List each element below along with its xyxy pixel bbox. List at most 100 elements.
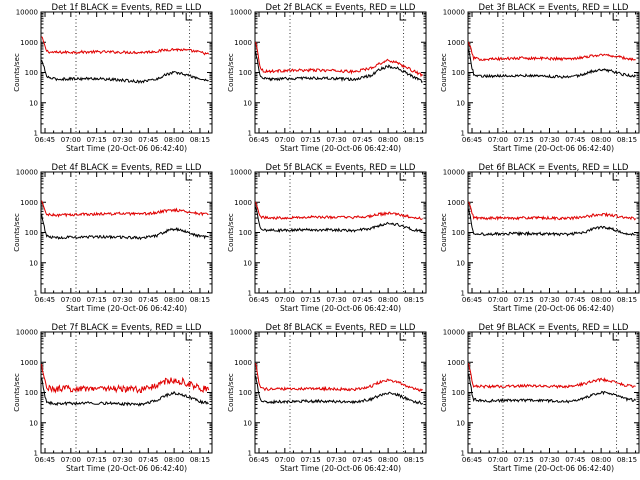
series-line-events xyxy=(468,208,636,237)
interval-marker xyxy=(399,333,407,341)
series-line-lld xyxy=(255,41,423,78)
chart-title: Det 6f BLACK = Events, RED = LLD xyxy=(479,163,629,173)
y-tick-label: 1000 xyxy=(234,39,252,47)
x-tick-label: 07:00 xyxy=(275,136,295,144)
x-tick-label: 08:00 xyxy=(378,136,398,144)
chart-title: Det 5f BLACK = Events, RED = LLD xyxy=(266,163,416,173)
x-tick-label: 08:00 xyxy=(591,136,611,144)
x-tick-label: 08:00 xyxy=(378,456,398,464)
x-tick-label: 07:45 xyxy=(138,136,158,144)
x-tick-label: 07:30 xyxy=(539,296,559,304)
y-tick-label: 1 xyxy=(248,290,252,298)
chart-panel: Det 4f BLACK = Events, RED = LLD 1 10 100 10… xyxy=(13,163,213,313)
y-tick-label: 10000 xyxy=(443,9,465,17)
y-tick-label: 10000 xyxy=(230,9,252,17)
y-tick-label: 1 xyxy=(34,450,38,458)
y-tick-label: 1 xyxy=(461,130,465,138)
y-tick-label: 10000 xyxy=(16,329,38,337)
y-tick-label: 100 xyxy=(452,69,465,77)
y-tick-label: 10 xyxy=(243,259,252,267)
y-tick-label: 10 xyxy=(29,419,38,427)
series-line-events xyxy=(255,375,424,405)
x-tick-label: 07:15 xyxy=(87,456,107,464)
x-tick-label: 07:45 xyxy=(565,296,585,304)
chart-title: Det 8f BLACK = Events, RED = LLD xyxy=(266,323,416,333)
interval-marker xyxy=(185,13,193,21)
plot-frame xyxy=(254,331,427,454)
y-axis-label: Counts/sec xyxy=(440,213,448,252)
chart-panel: Det 1f BLACK = Events, RED = LLD 1 10 100 10… xyxy=(13,3,213,153)
interval-marker xyxy=(612,173,620,181)
y-tick-label: 100 xyxy=(452,229,465,237)
x-axis-label: Start Time (20-Oct-06 06:42:40) xyxy=(66,304,187,313)
interval-marker xyxy=(185,173,193,181)
y-tick-label: 1000 xyxy=(447,39,465,47)
y-axis-label: Counts/sec xyxy=(227,373,235,412)
plot-frame xyxy=(467,11,640,134)
y-tick-label: 100 xyxy=(25,229,38,237)
y-tick-label: 100 xyxy=(239,229,252,237)
series-line-events xyxy=(41,377,209,407)
x-tick-label: 07:30 xyxy=(112,296,132,304)
series-line-lld xyxy=(41,36,210,56)
x-tick-label: 06:45 xyxy=(462,296,482,304)
series-line-lld xyxy=(41,364,210,394)
x-tick-label: 08:15 xyxy=(190,136,210,144)
interval-marker xyxy=(612,13,620,21)
x-tick-label: 07:00 xyxy=(61,456,81,464)
x-tick-label: 07:15 xyxy=(514,456,534,464)
chart-panel: Det 5f BLACK = Events, RED = LLD 1 10 100 10… xyxy=(227,163,427,313)
chart-title: Det 4f BLACK = Events, RED = LLD xyxy=(52,163,202,173)
x-tick-label: 07:15 xyxy=(87,136,107,144)
y-tick-label: 10 xyxy=(243,99,252,107)
chart-title: Det 1f BLACK = Events, RED = LLD xyxy=(52,3,202,13)
series-line-lld xyxy=(41,200,209,218)
x-tick-label: 06:45 xyxy=(35,296,55,304)
y-tick-label: 100 xyxy=(452,389,465,397)
x-tick-label: 06:45 xyxy=(249,136,269,144)
x-tick-label: 07:30 xyxy=(326,136,346,144)
series-line-events xyxy=(468,49,637,79)
y-tick-label: 1 xyxy=(34,290,38,298)
x-tick-label: 07:45 xyxy=(138,296,158,304)
x-tick-label: 07:00 xyxy=(275,456,295,464)
y-tick-label: 1000 xyxy=(234,199,252,207)
x-tick-label: 08:00 xyxy=(591,456,611,464)
x-tick-label: 07:45 xyxy=(352,296,372,304)
x-axis-label: Start Time (20-Oct-06 06:42:40) xyxy=(493,464,614,473)
y-tick-label: 1000 xyxy=(447,359,465,367)
x-tick-label: 07:45 xyxy=(565,136,585,144)
x-tick-label: 06:45 xyxy=(462,136,482,144)
x-tick-label: 08:15 xyxy=(404,296,424,304)
plot-frame xyxy=(254,11,427,134)
x-tick-label: 07:45 xyxy=(352,136,372,144)
y-tick-label: 1000 xyxy=(20,359,38,367)
x-tick-label: 08:00 xyxy=(591,296,611,304)
x-axis-label: Start Time (20-Oct-06 06:42:40) xyxy=(493,304,614,313)
x-tick-label: 08:15 xyxy=(190,296,210,304)
x-tick-label: 08:15 xyxy=(404,456,424,464)
x-tick-label: 07:30 xyxy=(326,296,346,304)
x-axis-label: Start Time (20-Oct-06 06:42:40) xyxy=(493,144,614,153)
x-tick-label: 08:00 xyxy=(164,296,184,304)
x-tick-label: 07:45 xyxy=(565,456,585,464)
plot-frame xyxy=(254,171,427,294)
chart-panel: Det 8f BLACK = Events, RED = LLD 1 10 100 10… xyxy=(227,323,427,473)
chart-title: Det 7f BLACK = Events, RED = LLD xyxy=(52,323,202,333)
y-axis-label: Counts/sec xyxy=(227,53,235,92)
x-tick-label: 07:30 xyxy=(539,136,559,144)
y-axis-label: Counts/sec xyxy=(13,373,21,412)
y-tick-label: 100 xyxy=(239,69,252,77)
y-tick-label: 1 xyxy=(461,290,465,298)
x-axis-label: Start Time (20-Oct-06 06:42:40) xyxy=(280,304,401,313)
x-tick-label: 08:00 xyxy=(164,136,184,144)
chart-title: Det 3f BLACK = Events, RED = LLD xyxy=(479,3,629,13)
series-line-events xyxy=(41,213,209,241)
y-tick-label: 10000 xyxy=(16,169,38,177)
chart-panel: Det 6f BLACK = Events, RED = LLD 1 10 100 10… xyxy=(440,163,640,313)
y-tick-label: 10 xyxy=(29,259,38,267)
series-line-lld xyxy=(468,201,637,222)
x-tick-label: 07:15 xyxy=(514,296,534,304)
x-tick-label: 08:15 xyxy=(190,456,210,464)
